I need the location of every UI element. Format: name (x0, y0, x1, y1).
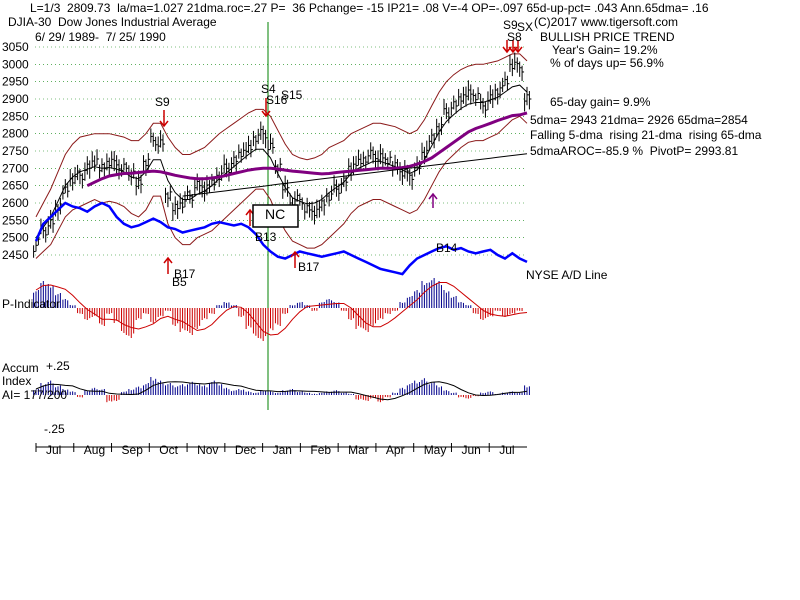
month-label: Jun (461, 443, 480, 457)
accum-ma-line (35, 381, 528, 401)
ma65-line (86, 111, 528, 197)
gain-65day: 65-day gain= 9.9% (550, 95, 651, 109)
dma-trend-note: Falling 5-dma rising 21-dma rising 65-dm… (530, 128, 762, 142)
price-tick-label: 2550 (2, 213, 29, 227)
month-label: Dec (235, 443, 256, 457)
accum-label-1: Accum (2, 361, 39, 375)
signal-b17-oct: B17 (174, 267, 196, 281)
date-range: 6/ 29/ 1989- 7/ 25/ 1990 (35, 30, 166, 44)
signal-s9-jul: S9 (503, 18, 518, 32)
aroc-pivot: 5dmaAROC=-85.9 % PivotP= 2993.81 (530, 144, 739, 158)
month-label: Sep (122, 443, 144, 457)
nc-box (252, 204, 299, 228)
ma200-line (182, 153, 528, 197)
month-label: May (424, 443, 447, 457)
accum-top-tick: +.25 (46, 359, 70, 373)
nyse-ad-line (34, 201, 528, 276)
price-tick-label: 2600 (2, 196, 29, 210)
price-tick-label: 2650 (2, 179, 29, 193)
arrow-s16-head (261, 110, 271, 118)
ai-label: AI= 177/200 (2, 388, 68, 402)
nc-label: NC (265, 206, 286, 222)
month-axis: Jul Aug Sep Oct Nov Dec Jan Feb Mar Apr May Jun Jul (35, 443, 527, 457)
month-label: Jul (46, 443, 61, 457)
arrow-b14-head (428, 192, 438, 200)
arrow-s9-oct-head (159, 120, 169, 128)
signal-s16: S16 (266, 93, 288, 107)
price-tick-label: 2950 (2, 75, 29, 89)
signal-b14: B14 (436, 241, 458, 255)
price-tick-label: 2450 (2, 248, 29, 262)
month-label: Apr (386, 443, 405, 457)
signal-b5: B5 (172, 275, 187, 289)
price-tick-label: 2900 (2, 92, 29, 106)
signal-s15: S15 (281, 88, 303, 102)
arrow-b17-oct-head (163, 256, 173, 264)
price-bars (33, 52, 532, 258)
month-label: Mar (348, 443, 369, 457)
price-tick-label: 3050 (2, 40, 29, 54)
price-tick-label: 3000 (2, 57, 29, 71)
month-label: Oct (159, 443, 178, 457)
copyright: (C)2017 www.tigersoft.com (534, 15, 679, 29)
arrow-b17-jan-head (290, 250, 300, 258)
index-name: DJIA-30 Dow Jones Industrial Average (8, 15, 217, 29)
years-gain: Year's Gain= 19.2% (552, 43, 658, 57)
trend-title: BULLISH PRICE TREND (540, 30, 675, 44)
accum-label-2: Index (2, 374, 32, 388)
accum-index-histogram (33, 377, 530, 403)
signal-arrows (159, 40, 523, 274)
signal-b13: B13 (255, 230, 277, 244)
month-label: Jul (499, 443, 514, 457)
dma-values: 5dma= 2943 21dma= 2926 65dma=2854 (530, 113, 748, 127)
signal-sx: SX (517, 20, 534, 34)
signal-s9-oct: S9 (155, 95, 170, 109)
accum-bottom-tick: -.25 (44, 422, 65, 436)
month-label: Nov (197, 443, 218, 457)
days-up: % of days up= 56.9% (550, 56, 664, 70)
price-tick-label: 2500 (2, 231, 29, 245)
signal-b17-jan: B17 (298, 260, 320, 274)
p-indicator-label: P-Indicator (2, 297, 61, 311)
signal-s8: S8 (507, 30, 522, 44)
arrow-sx-head (513, 46, 523, 54)
price-axis: 3050 3000 2950 2900 2850 2800 2750 2700 2650 2600… (2, 40, 29, 262)
ma21-line (35, 84, 528, 238)
header-stats-line: L=1/3 2809.73 la/ma=1.027 21dma.roc=.27 … (30, 1, 709, 15)
upper-band-line (35, 53, 528, 218)
month-label: Feb (310, 443, 331, 457)
bollinger-bands (35, 53, 528, 259)
signal-s4: S4 (261, 82, 276, 96)
price-tick-label: 2850 (2, 109, 29, 123)
p-indicator-ma-line (35, 282, 528, 336)
price-tick-label: 2700 (2, 161, 29, 175)
ad-line-polyline (34, 201, 528, 276)
ma65-polyline (86, 111, 528, 188)
price-tick-label: 2750 (2, 144, 29, 158)
price-tick-label: 2800 (2, 127, 29, 141)
month-label: Jan (273, 443, 292, 457)
p-indicator-histogram (33, 278, 528, 341)
ad-line-label: NYSE A/D Line (526, 268, 608, 282)
month-label: Aug (84, 443, 105, 457)
